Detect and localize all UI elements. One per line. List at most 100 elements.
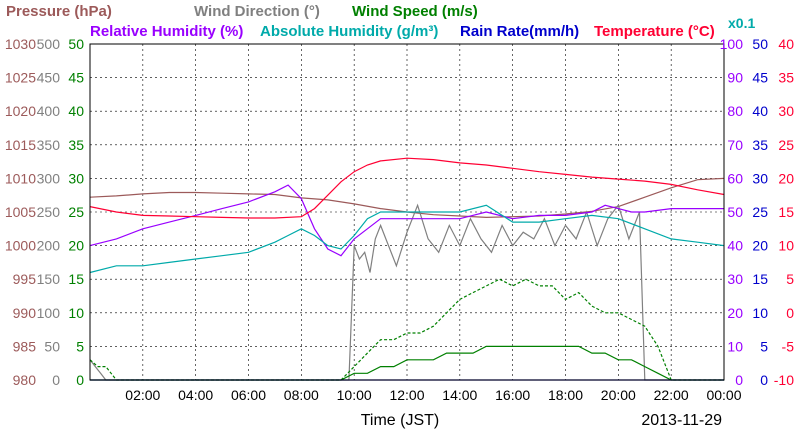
x-tick-label: 20:00: [601, 387, 636, 403]
right-tick-label: 60: [727, 170, 743, 186]
series-wind-direction-line: [89, 203, 724, 381]
x-tick-label: 14:00: [442, 387, 477, 403]
right-tick-label: 25: [752, 204, 768, 220]
right-tick-label: 40: [752, 103, 768, 119]
left-tick-label: 300: [37, 170, 61, 186]
right-tick-label: 35: [752, 137, 768, 153]
header-row2: Relative Humidity (%) Absolute Humidity …: [90, 15, 755, 40]
right-tick-label: 70: [727, 137, 743, 153]
right-tick-label: 20: [778, 170, 794, 186]
header-row1: Pressure (hPa) Wind Direction (°) Wind S…: [6, 3, 478, 20]
left-tick-label: 980: [13, 372, 37, 388]
left-tick-label: 50: [68, 36, 84, 52]
x-tick-label: 06:00: [231, 387, 266, 403]
left-tick-label: 1025: [5, 70, 36, 86]
left-tick-label: 0: [52, 372, 60, 388]
temperature-title: Temperature (°C): [594, 23, 715, 40]
right-tick-label: 40: [727, 238, 743, 254]
right-tick-label: 10: [778, 238, 794, 254]
right-tick-label: -10: [774, 372, 794, 388]
left-tick-label: 1000: [5, 238, 36, 254]
right-tick-label: 100: [720, 36, 744, 52]
series-wind-speed-m-s-line: [89, 278, 724, 381]
right-tick-label: 50: [727, 204, 743, 220]
right-tick-label: 45: [752, 70, 768, 86]
abs-humidity-scale-note: x0.1: [728, 15, 755, 31]
left-tick-label: 1030: [5, 36, 36, 52]
right-tick-label: 5: [786, 271, 794, 287]
left-tick-label: 500: [37, 36, 61, 52]
right-tick-label: 30: [727, 271, 743, 287]
wind-direction-title: Wind Direction (°): [194, 3, 320, 20]
left-tick-label: 995: [13, 271, 37, 287]
left-tick-label: 35: [68, 137, 84, 153]
left-tick-label: 400: [37, 103, 61, 119]
x-axis-label: Time (JST): [361, 412, 440, 429]
right-tick-label: 15: [778, 204, 794, 220]
relative-humidity-title: Relative Humidity (%): [90, 23, 243, 40]
right-tick-label: 15: [752, 271, 768, 287]
right-tick-label: 30: [752, 170, 768, 186]
plot-frame: [89, 43, 725, 381]
left-tick-label: 50: [44, 338, 60, 354]
left-tick-label: 250: [37, 204, 61, 220]
right-tick-label: 30: [778, 103, 794, 119]
left-tick-label: 1020: [5, 103, 36, 119]
pressure-title: Pressure (hPa): [6, 3, 112, 20]
right-tick-label: 90: [727, 70, 743, 86]
series-absolute-humidity-g-m-line: [89, 204, 725, 274]
left-tick-label: 1015: [5, 137, 36, 153]
right-tick-label: -5: [782, 338, 795, 354]
left-tick-label: 45: [68, 70, 84, 86]
right-tick-label: 80: [727, 103, 743, 119]
right-tick-label: 25: [778, 137, 794, 153]
right-tick-label: 20: [752, 238, 768, 254]
x-tick-label: 04:00: [178, 387, 213, 403]
left-tick-label: 100: [37, 305, 61, 321]
right-tick-label: 0: [786, 305, 794, 321]
right-tick-label: 40: [778, 36, 794, 52]
absolute-humidity-title: Absolute Humidity (g/m³): [260, 23, 438, 40]
left-tick-label: 1005: [5, 204, 36, 220]
right-tick-label: 0: [760, 372, 768, 388]
left-tick-label: 350: [37, 137, 61, 153]
left-tick-label: 25: [68, 204, 84, 220]
x-tick-label: 02:00: [125, 387, 160, 403]
x-tick-label: 10:00: [337, 387, 372, 403]
x-tick-label: 08:00: [284, 387, 319, 403]
x-tick-label: 22:00: [654, 387, 689, 403]
chart-grid: [90, 44, 724, 380]
left-tick-label: 200: [37, 238, 61, 254]
right-tick-label: 50: [752, 36, 768, 52]
right-tick-label: 5: [760, 338, 768, 354]
x-tick-label: 00:00: [706, 387, 741, 403]
left-tick-label: 985: [13, 338, 37, 354]
series-relative-humidity-line: [89, 184, 724, 257]
left-tick-label: 15: [68, 271, 84, 287]
rain-rate-title: Rain Rate(mm/h): [460, 23, 579, 40]
wind-speed-title: Wind Speed (m/s): [352, 3, 478, 20]
left-tick-label: 10: [68, 305, 84, 321]
date-label: 2013-11-29: [641, 412, 722, 429]
left-tick-label: 450: [37, 70, 61, 86]
left-tick-label: 5: [76, 338, 84, 354]
x-tick-label: 12:00: [389, 387, 424, 403]
right-tick-label: 10: [727, 338, 743, 354]
left-tick-label: 30: [68, 170, 84, 186]
left-axis-ticks: 9809859909951000100510101015102010251030…: [5, 36, 84, 388]
left-tick-label: 1010: [5, 170, 36, 186]
right-tick-label: 35: [778, 70, 794, 86]
right-tick-label: 0: [735, 372, 743, 388]
right-tick-label: 10: [752, 305, 768, 321]
left-tick-label: 990: [13, 305, 37, 321]
left-tick-label: 0: [76, 372, 84, 388]
x-axis-ticks: 02:00 04:00 06:00 08:00 10:00 12:00 14:00 16:00…: [125, 387, 741, 403]
right-tick-label: 20: [727, 305, 743, 321]
right-axis-ticks: 0102030405060708090100051015202530354045…: [720, 36, 795, 388]
left-tick-label: 20: [68, 238, 84, 254]
left-tick-label: 150: [37, 271, 61, 287]
left-tick-label: 40: [68, 103, 84, 119]
series-temperature-c-line: [89, 157, 725, 219]
x-tick-label: 16:00: [495, 387, 530, 403]
